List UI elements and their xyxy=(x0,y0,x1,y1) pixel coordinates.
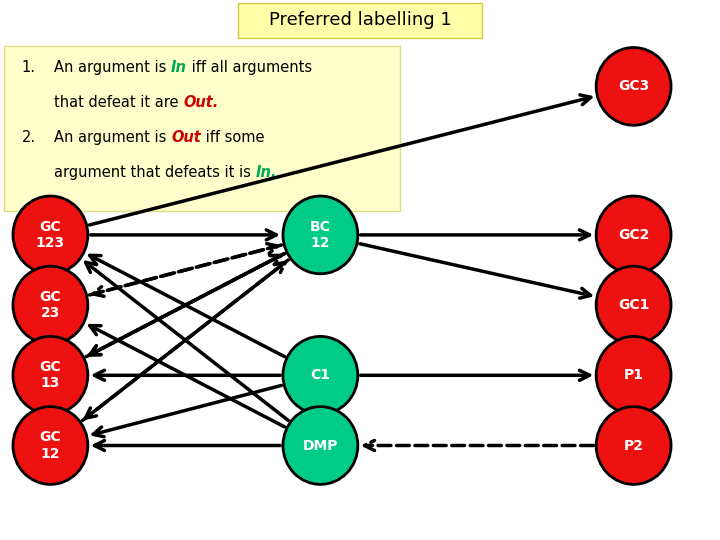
Ellipse shape xyxy=(283,336,358,414)
Ellipse shape xyxy=(596,336,671,414)
Text: 1.: 1. xyxy=(22,60,35,75)
Ellipse shape xyxy=(13,407,88,484)
Text: C1: C1 xyxy=(310,368,330,382)
Text: BC
12: BC 12 xyxy=(310,220,330,250)
Ellipse shape xyxy=(596,407,671,484)
Ellipse shape xyxy=(596,48,671,125)
Text: GC3: GC3 xyxy=(618,79,649,93)
Ellipse shape xyxy=(13,266,88,344)
Text: An argument is: An argument is xyxy=(54,130,171,145)
Text: argument that defeats it is: argument that defeats it is xyxy=(54,165,256,180)
Text: GC1: GC1 xyxy=(618,298,649,312)
Text: DMP: DMP xyxy=(302,438,338,453)
FancyBboxPatch shape xyxy=(4,46,400,211)
Text: that defeat it are: that defeat it are xyxy=(54,95,183,110)
Text: An argument is: An argument is xyxy=(54,60,171,75)
Text: iff some: iff some xyxy=(201,130,264,145)
Ellipse shape xyxy=(596,266,671,344)
Ellipse shape xyxy=(13,196,88,274)
Text: P2: P2 xyxy=(624,438,644,453)
Ellipse shape xyxy=(596,196,671,274)
Text: GC
13: GC 13 xyxy=(40,360,61,390)
Text: 2.: 2. xyxy=(22,130,36,145)
FancyBboxPatch shape xyxy=(238,3,482,38)
Ellipse shape xyxy=(13,336,88,414)
Text: P1: P1 xyxy=(624,368,644,382)
Text: GC
12: GC 12 xyxy=(40,430,61,461)
Text: iff all arguments: iff all arguments xyxy=(187,60,312,75)
Text: Preferred labelling 1: Preferred labelling 1 xyxy=(269,11,451,29)
Ellipse shape xyxy=(283,196,358,274)
Text: In: In xyxy=(171,60,187,75)
Text: Out: Out xyxy=(171,130,201,145)
Text: GC
123: GC 123 xyxy=(36,220,65,250)
Text: In.: In. xyxy=(256,165,277,180)
Text: GC2: GC2 xyxy=(618,228,649,242)
Text: Out.: Out. xyxy=(183,95,218,110)
Ellipse shape xyxy=(283,407,358,484)
Text: GC
23: GC 23 xyxy=(40,290,61,320)
